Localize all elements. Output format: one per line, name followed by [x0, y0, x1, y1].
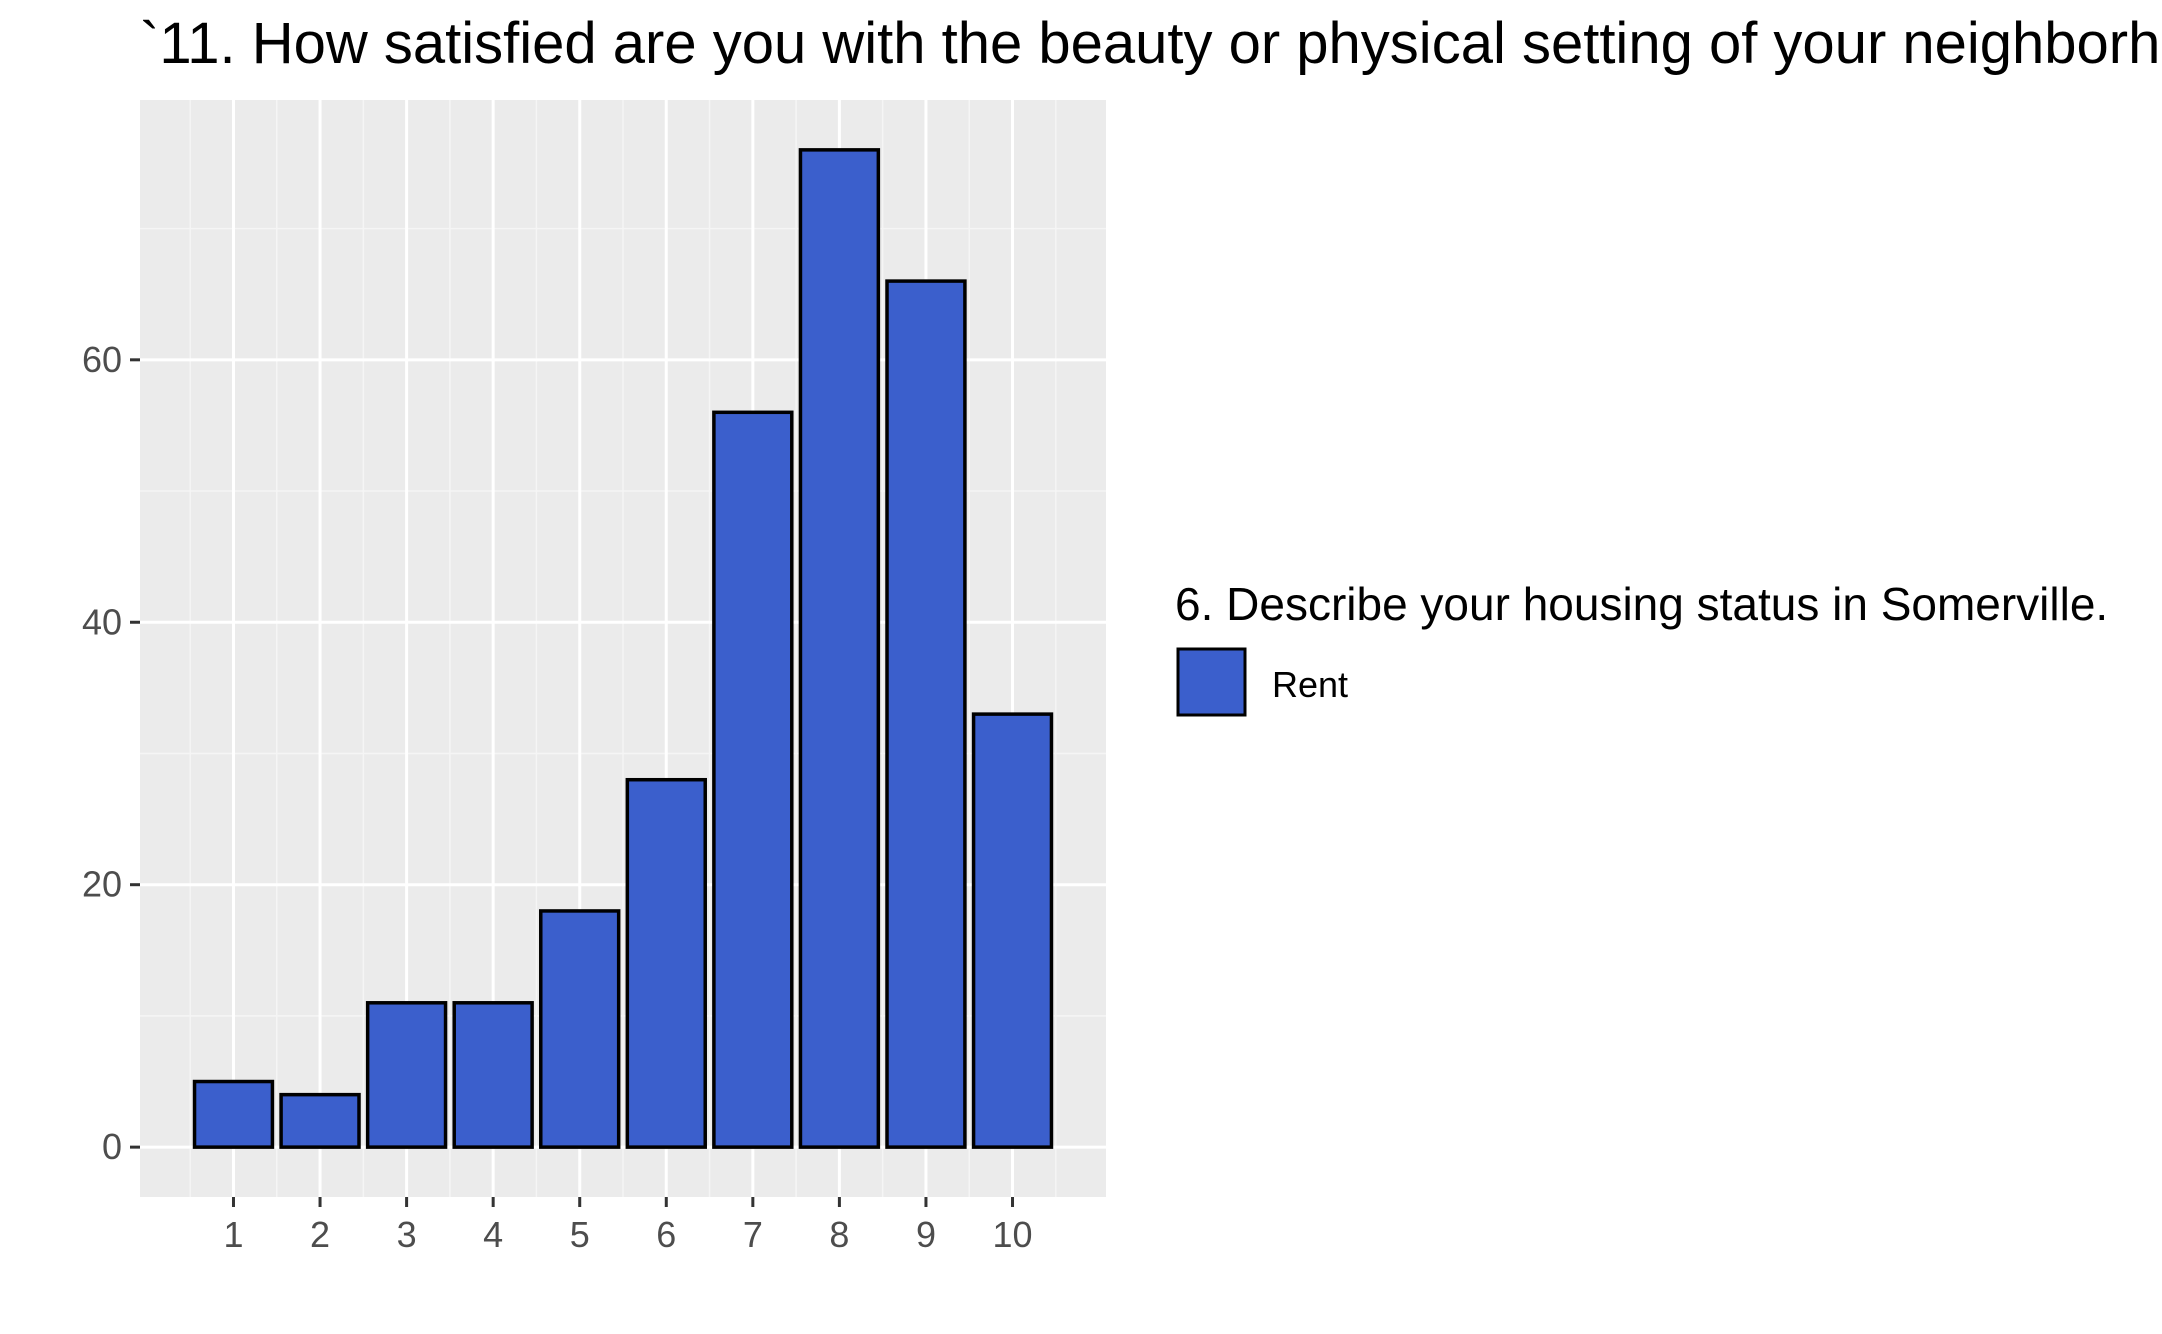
y-tick-label: 40 [82, 601, 122, 642]
x-tick-label: 2 [310, 1214, 330, 1255]
legend: 6. Describe your housing status in Somer… [1175, 578, 2108, 717]
bar-6 [625, 777, 707, 1149]
bar-4 [452, 1001, 534, 1149]
bar-7 [712, 410, 794, 1149]
x-tick-label: 5 [570, 1214, 590, 1255]
bar-5 [539, 909, 621, 1149]
bar-3 [365, 1001, 448, 1149]
x-tick-label: 4 [483, 1214, 503, 1255]
bar-2 [279, 1092, 361, 1149]
x-tick-label: 7 [743, 1214, 763, 1255]
x-tick-label: 10 [992, 1214, 1032, 1255]
x-tick-label: 9 [916, 1214, 936, 1255]
bars [192, 148, 1054, 1149]
bar-1 [192, 1079, 275, 1149]
chart-title: `11. How satisfied are you with the beau… [140, 11, 2162, 76]
legend-title: 6. Describe your housing status in Somer… [1175, 578, 2108, 630]
y-axis: 0 20 40 60 [82, 339, 140, 1167]
bar-8 [798, 148, 881, 1149]
y-tick-label: 20 [82, 864, 122, 905]
y-tick-label: 60 [82, 339, 122, 380]
x-axis: 1 2 3 4 5 6 7 8 9 10 [223, 1197, 1033, 1255]
bar-10 [971, 712, 1054, 1149]
x-tick-label: 1 [223, 1214, 243, 1255]
legend-label-rent: Rent [1272, 664, 1348, 705]
bar-9 [885, 279, 967, 1149]
x-tick-label: 6 [656, 1214, 676, 1255]
y-tick-label: 0 [102, 1126, 122, 1167]
legend-key-rent [1176, 647, 1247, 717]
x-tick-label: 3 [397, 1214, 417, 1255]
x-tick-label: 8 [829, 1214, 849, 1255]
